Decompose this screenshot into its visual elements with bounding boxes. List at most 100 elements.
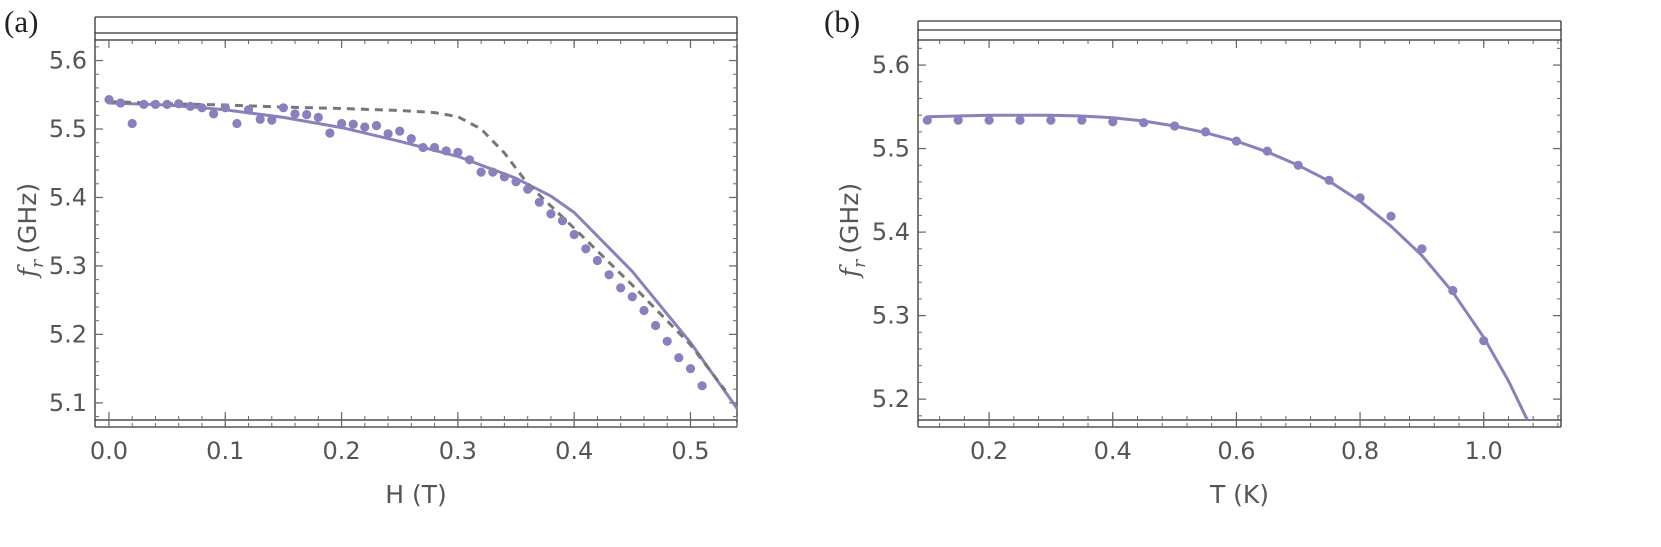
y-tick-label: 5.4	[872, 218, 910, 246]
b-data-point	[953, 115, 963, 125]
a-data-point	[453, 147, 463, 157]
panel-a-ticks: 0.0 0.1 0.2 0.3 0.4 0.5 5.1 5.2 5.3 5.4 5.5 5.6	[49, 40, 738, 465]
a-data-point	[488, 167, 498, 177]
a-data-point	[685, 364, 696, 374]
a-data-point	[150, 99, 161, 109]
a-data-point	[569, 229, 579, 240]
a-data-point	[371, 121, 382, 131]
a-data-point	[395, 126, 405, 136]
a-data-point	[430, 142, 440, 153]
panel-b-frame	[917, 39, 1562, 421]
a-data-point	[511, 177, 521, 187]
b-data-point	[984, 115, 994, 125]
a-data-point	[662, 336, 672, 346]
a-data-point	[302, 110, 312, 120]
a-data-point	[243, 105, 254, 115]
b-fit-line	[925, 113, 1529, 420]
a-data-point	[534, 197, 544, 207]
b-data-point	[1324, 175, 1334, 185]
y-tick-label: 5.1	[49, 389, 87, 417]
a-data-point	[557, 216, 568, 226]
a-data-point	[255, 114, 265, 124]
panel-a-series	[104, 95, 737, 410]
plot-area	[922, 113, 1529, 420]
a-data-point	[174, 99, 184, 109]
a-data-point	[464, 155, 475, 165]
a-data-point	[697, 381, 707, 391]
a-data-point	[499, 172, 509, 182]
panel-a-frame	[94, 39, 738, 421]
x-tick-label: 0.6	[1217, 437, 1255, 465]
x-tick-label: 0.0	[90, 437, 128, 465]
a-data-point	[406, 134, 416, 144]
a-data-point	[313, 112, 323, 122]
a-data-point	[674, 353, 684, 363]
a-data-point	[604, 270, 614, 280]
panel-a-y-unit: (GHz)	[13, 183, 42, 254]
a-data-point	[104, 95, 114, 105]
x-tick-label: 0.2	[970, 437, 1008, 465]
panel-b-x-axis-label: T (K)	[1209, 480, 1269, 509]
b-data-point	[1200, 127, 1211, 137]
b-data-point	[1262, 146, 1272, 156]
b-data-point	[1417, 244, 1427, 254]
y-tick-label: 5.3	[49, 252, 87, 280]
panel-b-label: (b)	[824, 4, 860, 39]
b-data-point	[1077, 115, 1087, 125]
panel-a-x-axis-label: H (T)	[385, 480, 447, 509]
panel-a-label: (a)	[4, 4, 38, 39]
a-data-point	[546, 209, 556, 219]
a-data-point	[197, 103, 207, 113]
y-tick-label: 5.2	[872, 385, 910, 413]
y-tick-label: 5.5	[872, 135, 910, 163]
panel-b-band-lines	[917, 20, 1562, 428]
a-data-point	[523, 184, 533, 194]
b-data-point	[1386, 211, 1396, 221]
a-data-point	[476, 167, 486, 177]
y-tick-label: 5.3	[872, 302, 910, 330]
a-data-point	[616, 283, 626, 293]
b-data-point	[1046, 115, 1056, 125]
a-data-point	[627, 292, 637, 302]
b-data-point	[1293, 160, 1303, 170]
a-data-point	[162, 99, 172, 109]
y-tick-label: 5.6	[872, 51, 910, 79]
a-model-dashed-line	[108, 100, 727, 392]
panel-a-y-symbol: f	[13, 264, 42, 279]
a-data-point	[441, 146, 451, 156]
b-data-point	[1355, 193, 1365, 203]
a-data-point	[209, 109, 219, 119]
panel-a-y-axis-label: fr (GHz)	[13, 183, 48, 279]
b-data-point	[1448, 285, 1458, 296]
panel-b-y-subscript: r	[850, 259, 870, 268]
b-data-point	[1231, 136, 1241, 146]
a-data-point	[127, 118, 137, 129]
y-tick-label: 5.4	[49, 183, 87, 211]
panel-b-y-unit: (GHz)	[835, 183, 864, 254]
x-tick-label: 0.5	[671, 437, 709, 465]
x-tick-label: 0.3	[439, 437, 477, 465]
x-tick-label: 0.8	[1341, 437, 1379, 465]
a-data-point	[360, 122, 370, 132]
b-data-point	[1139, 118, 1149, 128]
a-data-point	[290, 109, 300, 119]
panel-b-y-symbol: f	[835, 264, 864, 279]
panel-b-series	[922, 113, 1529, 420]
a-data-point	[325, 128, 335, 138]
panel-a-band-lines	[94, 16, 738, 428]
a-data-point	[116, 98, 126, 108]
y-tick-label: 5.2	[49, 320, 87, 348]
a-data-point	[139, 99, 149, 109]
b-data-point	[1108, 117, 1118, 127]
x-tick-label: 0.4	[1094, 437, 1132, 465]
a-data-point	[220, 103, 230, 113]
a-data-point	[581, 244, 591, 254]
x-tick-label: 0.2	[322, 437, 360, 465]
y-tick-label: 5.5	[49, 115, 87, 143]
b-data-point	[1170, 121, 1180, 131]
b-data-point	[922, 115, 932, 125]
panel-b-ticks: 0.2 0.4 0.6 0.8 1.0 5.2 5.3 5.4 5.5 5.6	[872, 40, 1561, 465]
y-tick-label: 5.6	[49, 47, 87, 75]
panel-b-y-axis-label: fr (GHz)	[835, 183, 870, 279]
